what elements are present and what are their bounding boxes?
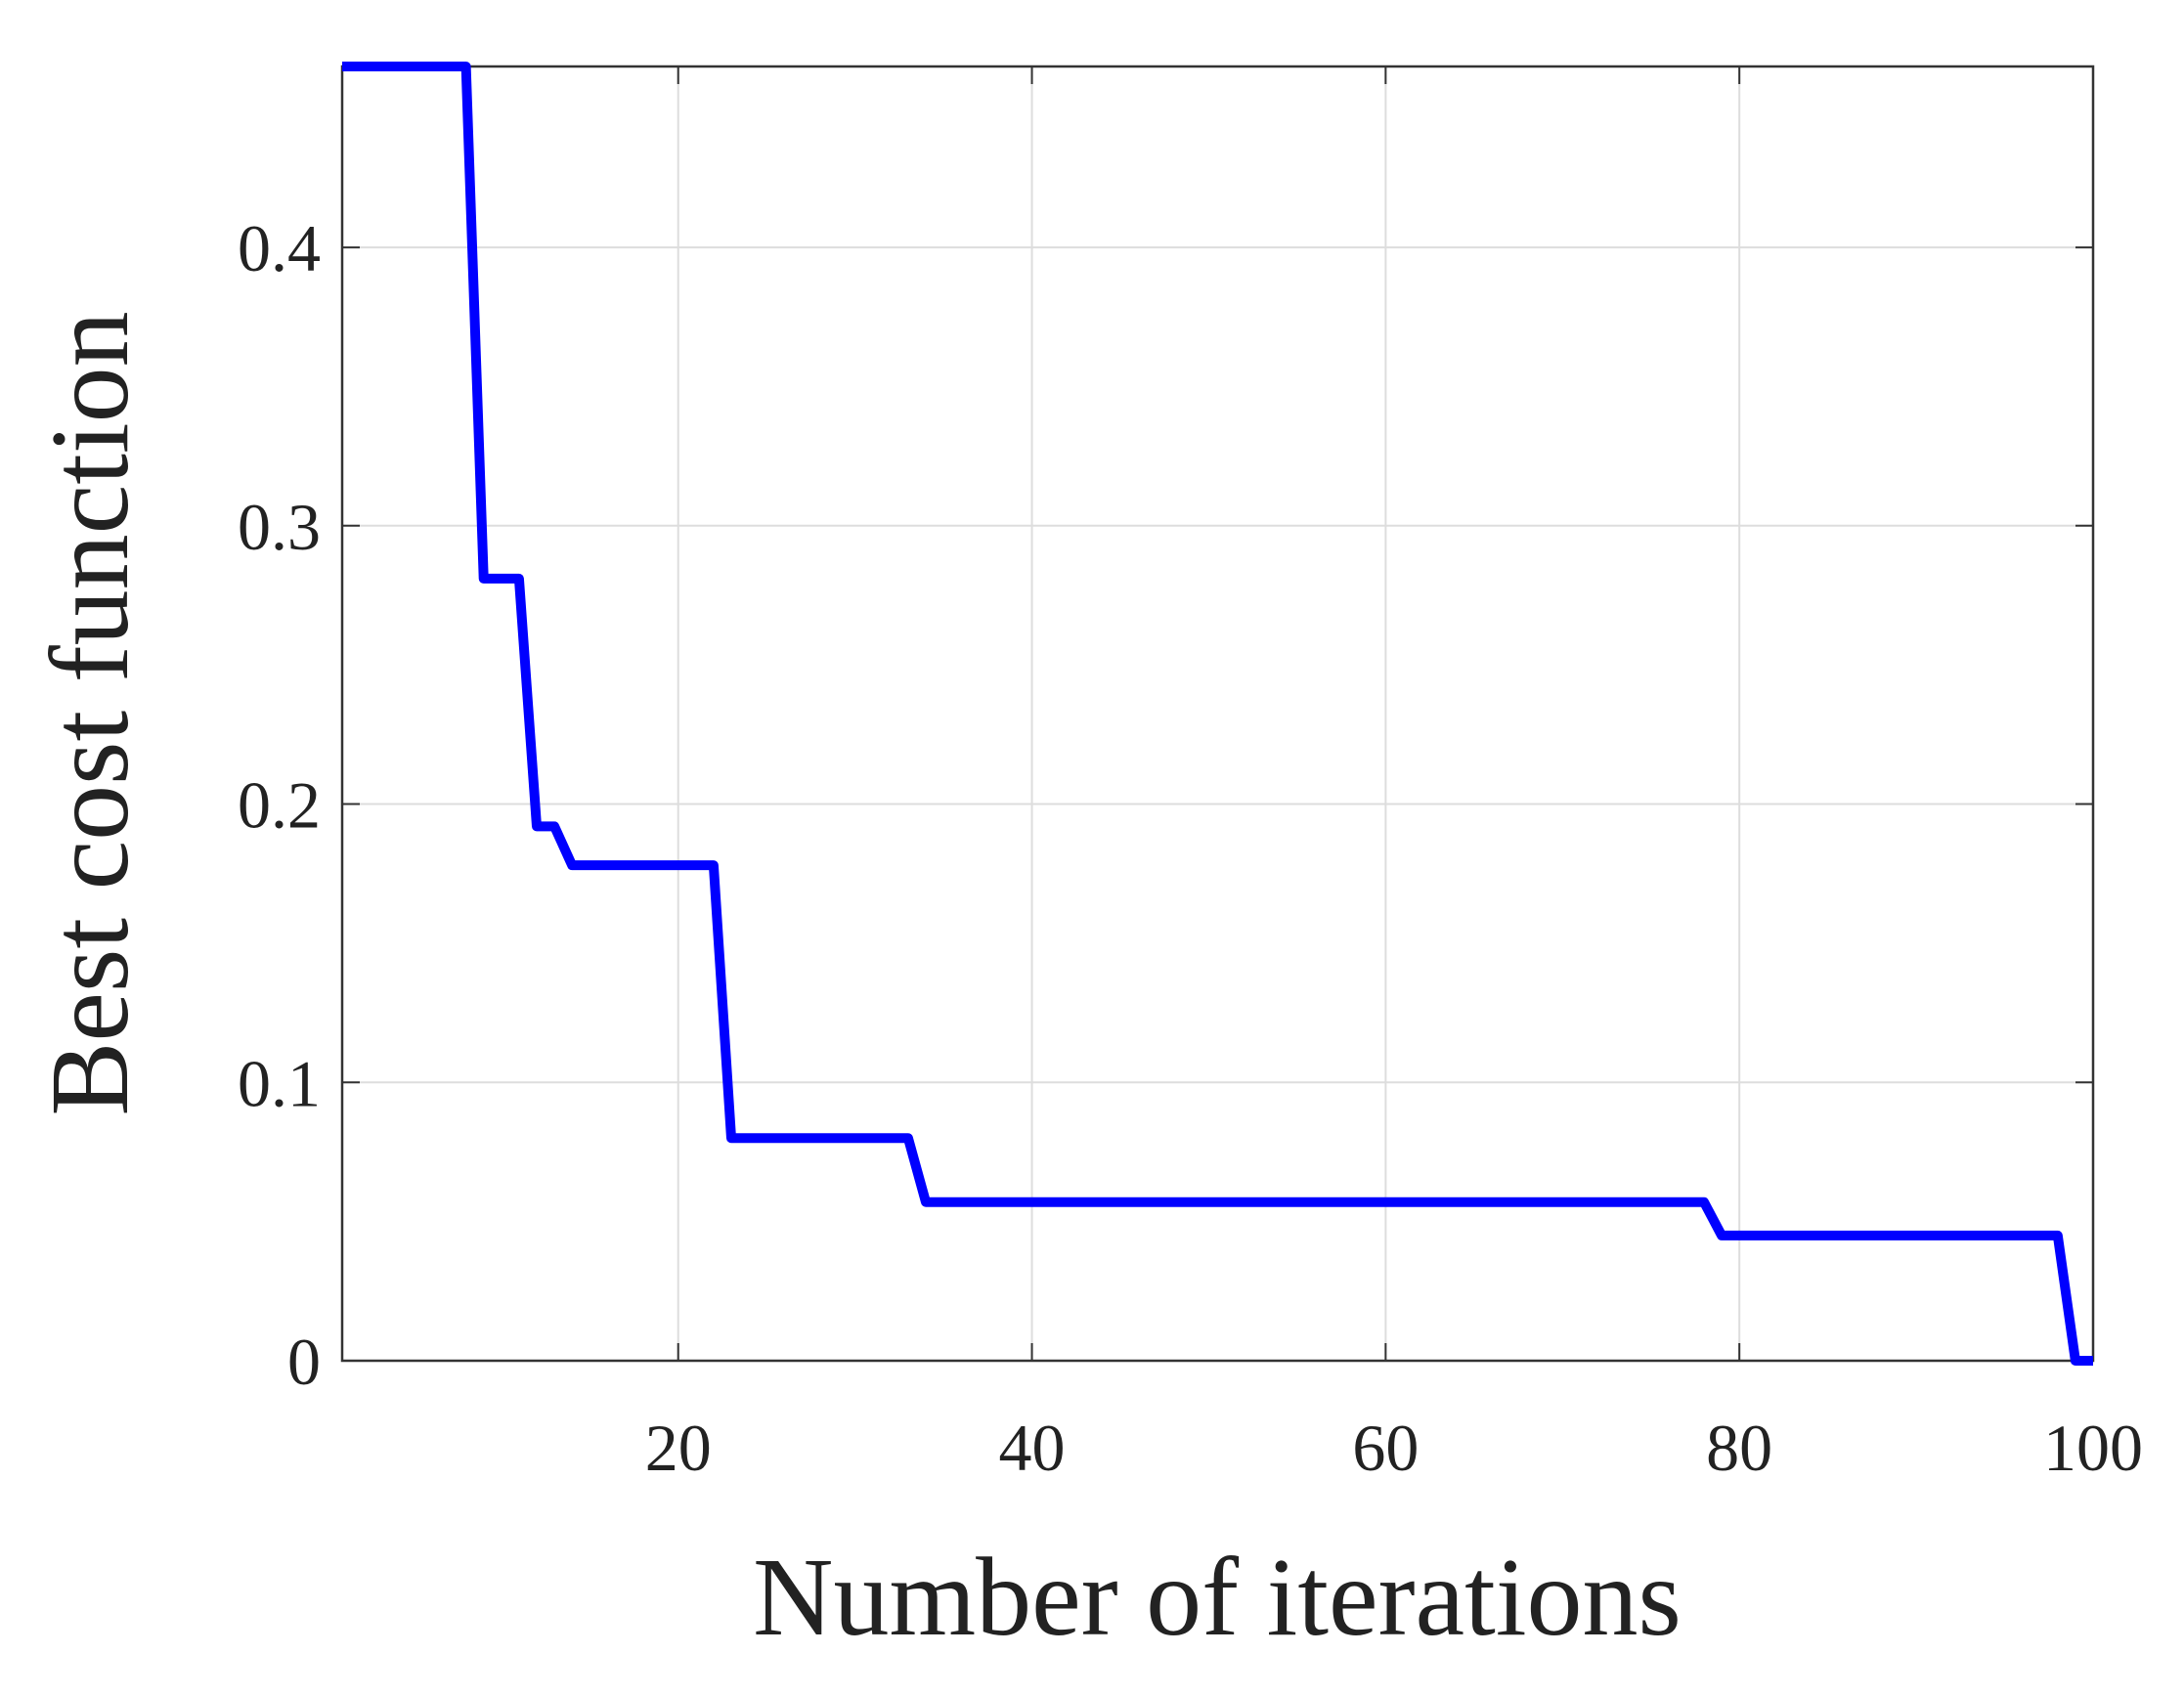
y-tick-label: 0.3 — [238, 490, 321, 564]
y-tick-label: 0 — [287, 1325, 321, 1399]
x-axis-label: Number of iterations — [753, 1535, 1682, 1659]
x-tick-label: 20 — [645, 1411, 712, 1485]
line-series — [342, 62, 2093, 1366]
y-axis-label: Best cost function — [27, 311, 152, 1115]
y-tick-label: 0.2 — [238, 768, 321, 843]
x-tick-label: 80 — [1706, 1411, 1772, 1485]
x-tick-label: 100 — [2043, 1411, 2143, 1485]
y-tick-label: 0.1 — [238, 1046, 321, 1120]
x-tick-label: 40 — [999, 1411, 1066, 1485]
y-tick-label: 0.4 — [238, 211, 321, 285]
x-tick-label: 60 — [1352, 1411, 1419, 1485]
plot-frame — [340, 65, 2095, 1363]
